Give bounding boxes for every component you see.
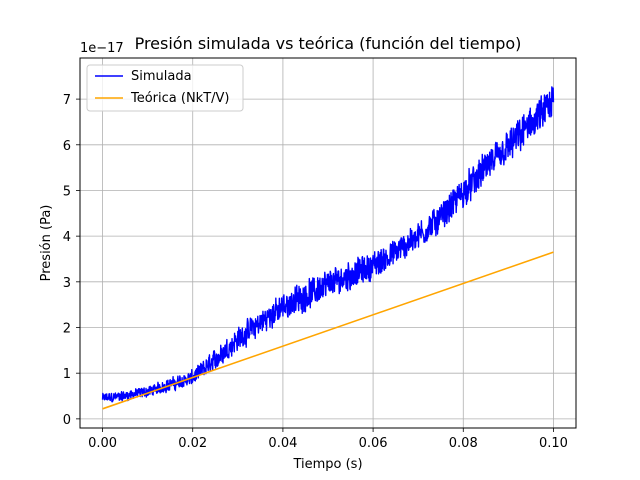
legend-label-teorica: Teórica (NkT/V) xyxy=(130,91,230,106)
grid xyxy=(80,58,576,428)
y-axis-label: Presión (Pa) xyxy=(39,205,54,282)
x-tick-label: 0.04 xyxy=(268,436,297,451)
y-offset-text: 1e−17 xyxy=(80,41,124,56)
x-tick-label: 0.08 xyxy=(449,436,478,451)
plot-frame xyxy=(79,57,577,429)
legend-label-simulada: Simulada xyxy=(131,69,192,84)
x-tick-label: 0.00 xyxy=(88,436,117,451)
y-tick-label: 6 xyxy=(63,139,71,154)
series-layer xyxy=(101,86,555,410)
x-ticks: 0.00 0.02 0.04 0.06 0.08 0.10 xyxy=(88,428,568,451)
y-tick-label: 0 xyxy=(63,413,71,428)
y-tick-label: 2 xyxy=(63,322,71,337)
y-tick-label: 1 xyxy=(63,367,71,382)
x-tick-label: 0.02 xyxy=(178,436,207,451)
y-ticks: 0 1 2 3 4 5 6 7 xyxy=(63,93,80,428)
x-tick-label: 0.06 xyxy=(359,436,388,451)
x-tick-label: 0.10 xyxy=(539,436,568,451)
series-line-teorica xyxy=(102,251,554,410)
y-tick-label: 7 xyxy=(63,93,71,108)
y-tick-label: 5 xyxy=(63,184,71,199)
series-line-simulada xyxy=(101,86,555,403)
legend: Simulada Teórica (NkT/V) xyxy=(86,64,244,112)
x-axis-label: Tiempo (s) xyxy=(292,457,362,472)
y-tick-label: 4 xyxy=(63,230,71,245)
y-tick-label: 3 xyxy=(63,276,71,291)
legend-box xyxy=(86,64,244,112)
chart-title: Presión simulada vs teórica (función del… xyxy=(135,34,522,53)
